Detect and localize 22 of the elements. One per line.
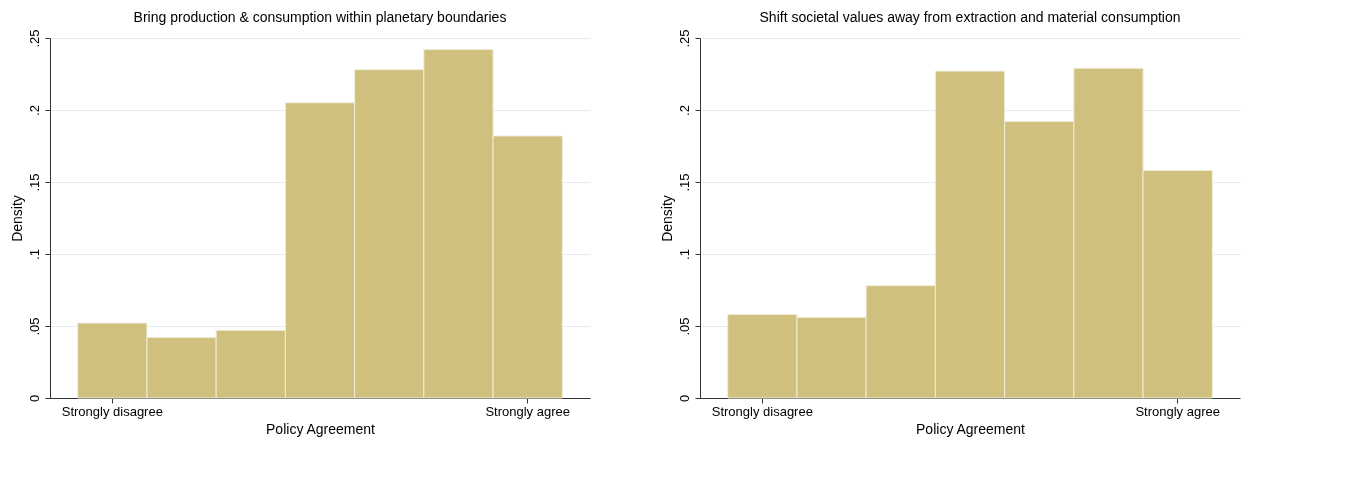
x-axis-title: Policy Agreement	[266, 420, 376, 437]
x-axis-title: Policy Agreement	[916, 420, 1026, 437]
y-tick-label: .1	[26, 249, 42, 260]
y-axis-title: Density	[658, 195, 675, 242]
y-tick-label: .25	[26, 29, 42, 48]
y-tick-label: .1	[676, 249, 692, 260]
y-tick-label: .05	[26, 317, 42, 336]
y-tick-label: 0	[26, 394, 42, 403]
y-tick-label: 0	[676, 394, 692, 403]
chart-title: Shift societal values away from extraction and material consumption	[759, 8, 1181, 25]
x-tick-label: Strongly disagree	[711, 403, 813, 419]
y-axis-title: Density	[8, 195, 25, 242]
x-tick-label: Strongly disagree	[61, 403, 163, 419]
chart-title: Bring production & consumption within planetary boundaries	[133, 8, 507, 25]
y-tick-label: .05	[676, 317, 692, 336]
x-tick-label: Strongly agree	[1135, 403, 1220, 419]
x-tick-label: Strongly agree	[485, 403, 570, 419]
y-tick-label: .15	[26, 173, 42, 192]
y-tick-label: .2	[26, 105, 42, 116]
y-tick-label: .2	[676, 105, 692, 116]
y-tick-label: .15	[676, 173, 692, 192]
y-tick-label: .25	[676, 29, 692, 48]
